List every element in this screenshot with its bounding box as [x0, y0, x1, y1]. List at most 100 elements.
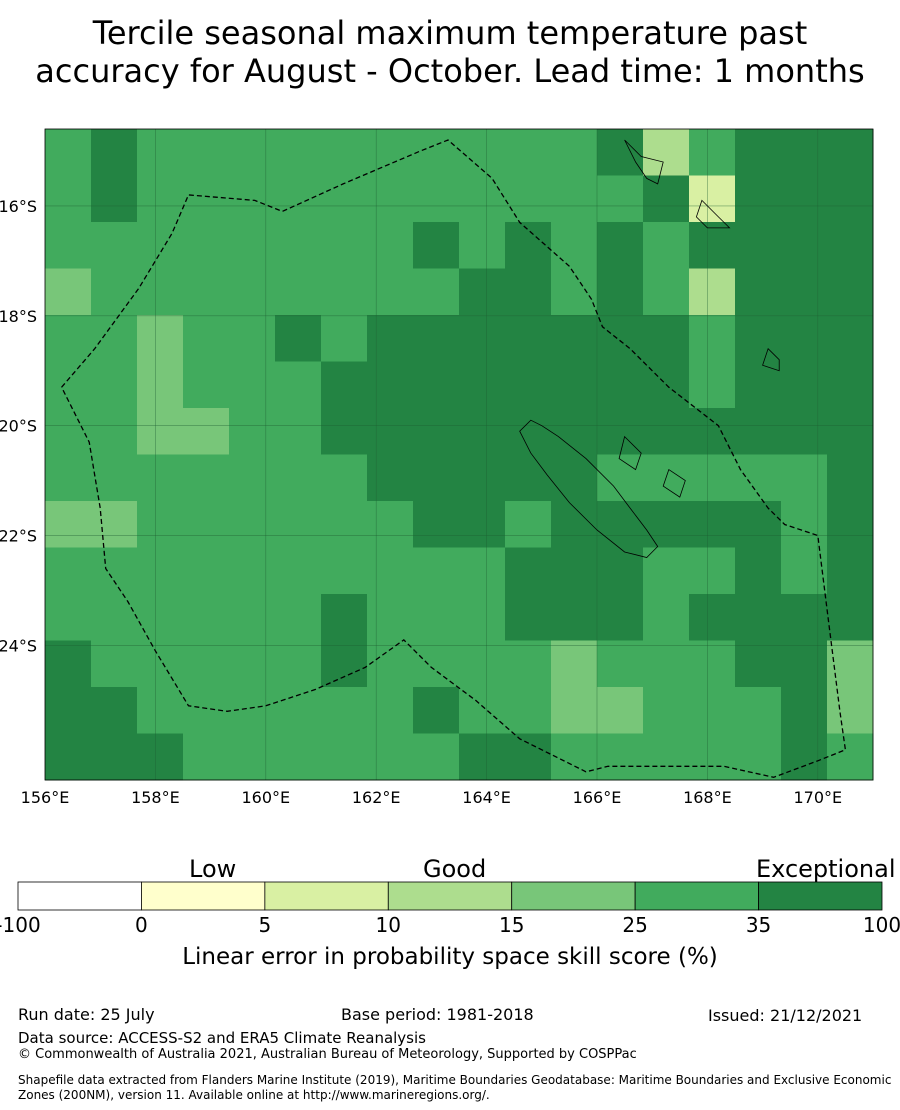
- lat-tick-label-18: 18°S: [0, 307, 37, 326]
- skill-cell-r2-c4: [229, 222, 276, 269]
- skill-cell-r2-c15: [735, 222, 782, 269]
- skill-cell-r12-c13: [643, 687, 690, 734]
- skill-cell-r8-c14: [689, 501, 736, 548]
- skill-cell-r2-c8: [413, 222, 460, 269]
- skill-cell-r8-c5: [275, 501, 322, 548]
- skill-cell-r4-c9: [459, 315, 506, 362]
- skill-cell-r11-c1: [91, 640, 138, 688]
- skill-cell-r5-c10: [505, 361, 552, 409]
- skill-cell-r5-c12: [597, 361, 644, 409]
- skill-cell-r0-c3: [183, 129, 230, 176]
- skill-cell-r11-c13: [643, 640, 690, 688]
- skill-cell-r11-c11: [551, 640, 598, 688]
- skill-cell-r9-c0: [45, 547, 92, 595]
- skill-cell-r8-c17: [827, 501, 874, 548]
- skill-cell-r9-c12: [597, 547, 644, 595]
- skill-cell-r1-c11: [551, 175, 598, 223]
- skill-cell-r3-c3: [183, 268, 230, 316]
- skill-cell-r10-c3: [183, 594, 230, 641]
- skill-cell-r1-c7: [367, 175, 414, 223]
- skill-cell-r12-c17: [827, 687, 874, 734]
- skill-cell-r0-c2: [137, 129, 184, 176]
- skill-cell-r11-c2: [137, 640, 184, 688]
- skill-cell-r13-c6: [321, 733, 368, 781]
- skill-cell-r1-c12: [597, 175, 644, 223]
- skill-cell-r2-c0: [45, 222, 92, 269]
- lon-tick-label-160: 160°E: [241, 788, 290, 807]
- skill-cell-r2-c7: [367, 222, 414, 269]
- colorbar-tick-label-6: 35: [745, 913, 772, 937]
- skill-cell-r6-c3: [183, 408, 230, 455]
- skill-cell-r12-c6: [321, 687, 368, 734]
- skill-cell-r11-c0: [45, 640, 92, 688]
- data-source: Data source: ACCESS-S2 and ERA5 Climate …: [18, 1029, 426, 1047]
- skill-cell-r3-c2: [137, 268, 184, 316]
- skill-cell-r11-c16: [781, 640, 828, 688]
- skill-cell-r13-c13: [643, 733, 690, 781]
- skill-cell-r6-c0: [45, 408, 92, 455]
- skill-cell-r3-c8: [413, 268, 460, 316]
- skill-cell-r8-c9: [459, 501, 506, 548]
- colorbar: [17, 881, 883, 911]
- skill-cell-r11-c9: [459, 640, 506, 688]
- skill-cell-r13-c2: [137, 733, 184, 781]
- skill-cell-r0-c1: [91, 129, 138, 176]
- skill-cell-r3-c5: [275, 268, 322, 316]
- skill-cell-r7-c17: [827, 454, 874, 502]
- skill-cell-r12-c11: [551, 687, 598, 734]
- skill-cell-r7-c9: [459, 454, 506, 502]
- skill-cell-r5-c7: [367, 361, 414, 409]
- skill-cell-r0-c17: [827, 129, 874, 176]
- skill-cell-r0-c9: [459, 129, 506, 176]
- skill-cell-r8-c13: [643, 501, 690, 548]
- skill-cell-r1-c15: [735, 175, 782, 223]
- skill-cell-r11-c6: [321, 640, 368, 688]
- skill-cell-r3-c0: [45, 268, 92, 316]
- skill-cell-r13-c8: [413, 733, 460, 781]
- copyright-notice: © Commonwealth of Australia 2021, Austra…: [18, 1047, 637, 1062]
- legend-label-exceptional: Exceptional: [756, 855, 896, 883]
- skill-cell-r7-c8: [413, 454, 460, 502]
- lon-tick-label-162: 162°E: [352, 788, 401, 807]
- island-outline-3: [762, 347, 780, 372]
- skill-cell-r3-c17: [827, 268, 874, 316]
- skill-cell-r7-c16: [781, 454, 828, 502]
- colorbar-axis-label: Linear error in probability space skill …: [182, 944, 718, 970]
- skill-cell-r13-c10: [505, 733, 552, 781]
- run-date: Run date: 25 July: [18, 1005, 155, 1024]
- skill-cell-r4-c13: [643, 315, 690, 362]
- skill-cell-r13-c16: [781, 733, 828, 781]
- colorbar-tick-label-1: 0: [135, 913, 148, 937]
- skill-cell-r3-c16: [781, 268, 828, 316]
- skill-cell-r8-c1: [91, 501, 138, 548]
- skill-cell-r7-c10: [505, 454, 552, 502]
- skill-cell-r9-c1: [91, 547, 138, 595]
- skill-cell-r5-c2: [137, 361, 184, 409]
- skill-cell-r7-c14: [689, 454, 736, 502]
- skill-cell-r1-c16: [781, 175, 828, 223]
- skill-cell-r3-c12: [597, 268, 644, 316]
- skill-cell-r6-c7: [367, 408, 414, 455]
- skill-cell-r3-c13: [643, 268, 690, 316]
- skill-cell-r7-c5: [275, 454, 322, 502]
- lat-tick-label-22: 22°S: [0, 527, 37, 546]
- skill-cell-r10-c9: [459, 594, 506, 641]
- lat-tick-label-16: 16°S: [0, 197, 37, 216]
- skill-cell-r13-c7: [367, 733, 414, 781]
- skill-cell-r9-c8: [413, 547, 460, 595]
- map-frame: [44, 128, 874, 781]
- skill-cell-r1-c0: [45, 175, 92, 223]
- skill-cell-r12-c2: [137, 687, 184, 734]
- skill-cell-r8-c2: [137, 501, 184, 548]
- skill-cell-r6-c13: [643, 408, 690, 455]
- skill-cell-r10-c6: [321, 594, 368, 641]
- axis-tick-labels: 156°E 158°E 160°E 162°E 164°E 166°E 168°E 170°E…: [0, 197, 842, 807]
- skill-cell-r6-c6: [321, 408, 368, 455]
- skill-cell-r11-c3: [183, 640, 230, 688]
- skill-cell-r5-c14: [689, 361, 736, 409]
- skill-cell-r3-c11: [551, 268, 598, 316]
- colorbar-tick-label-4: 15: [498, 913, 525, 937]
- skill-cell-r0-c11: [551, 129, 598, 176]
- skill-cell-r2-c13: [643, 222, 690, 269]
- skill-cell-r0-c7: [367, 129, 414, 176]
